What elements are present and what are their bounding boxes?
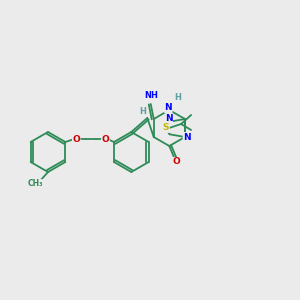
Text: NH: NH	[144, 92, 158, 100]
Text: N: N	[164, 103, 172, 112]
Text: N: N	[183, 133, 191, 142]
Text: H: H	[139, 106, 146, 116]
Text: H: H	[174, 94, 181, 103]
Text: O: O	[72, 134, 80, 143]
Text: O: O	[172, 158, 180, 166]
Text: S: S	[163, 124, 169, 133]
Text: O: O	[101, 134, 109, 143]
Text: CH₃: CH₃	[27, 179, 43, 188]
Text: N: N	[165, 114, 172, 123]
